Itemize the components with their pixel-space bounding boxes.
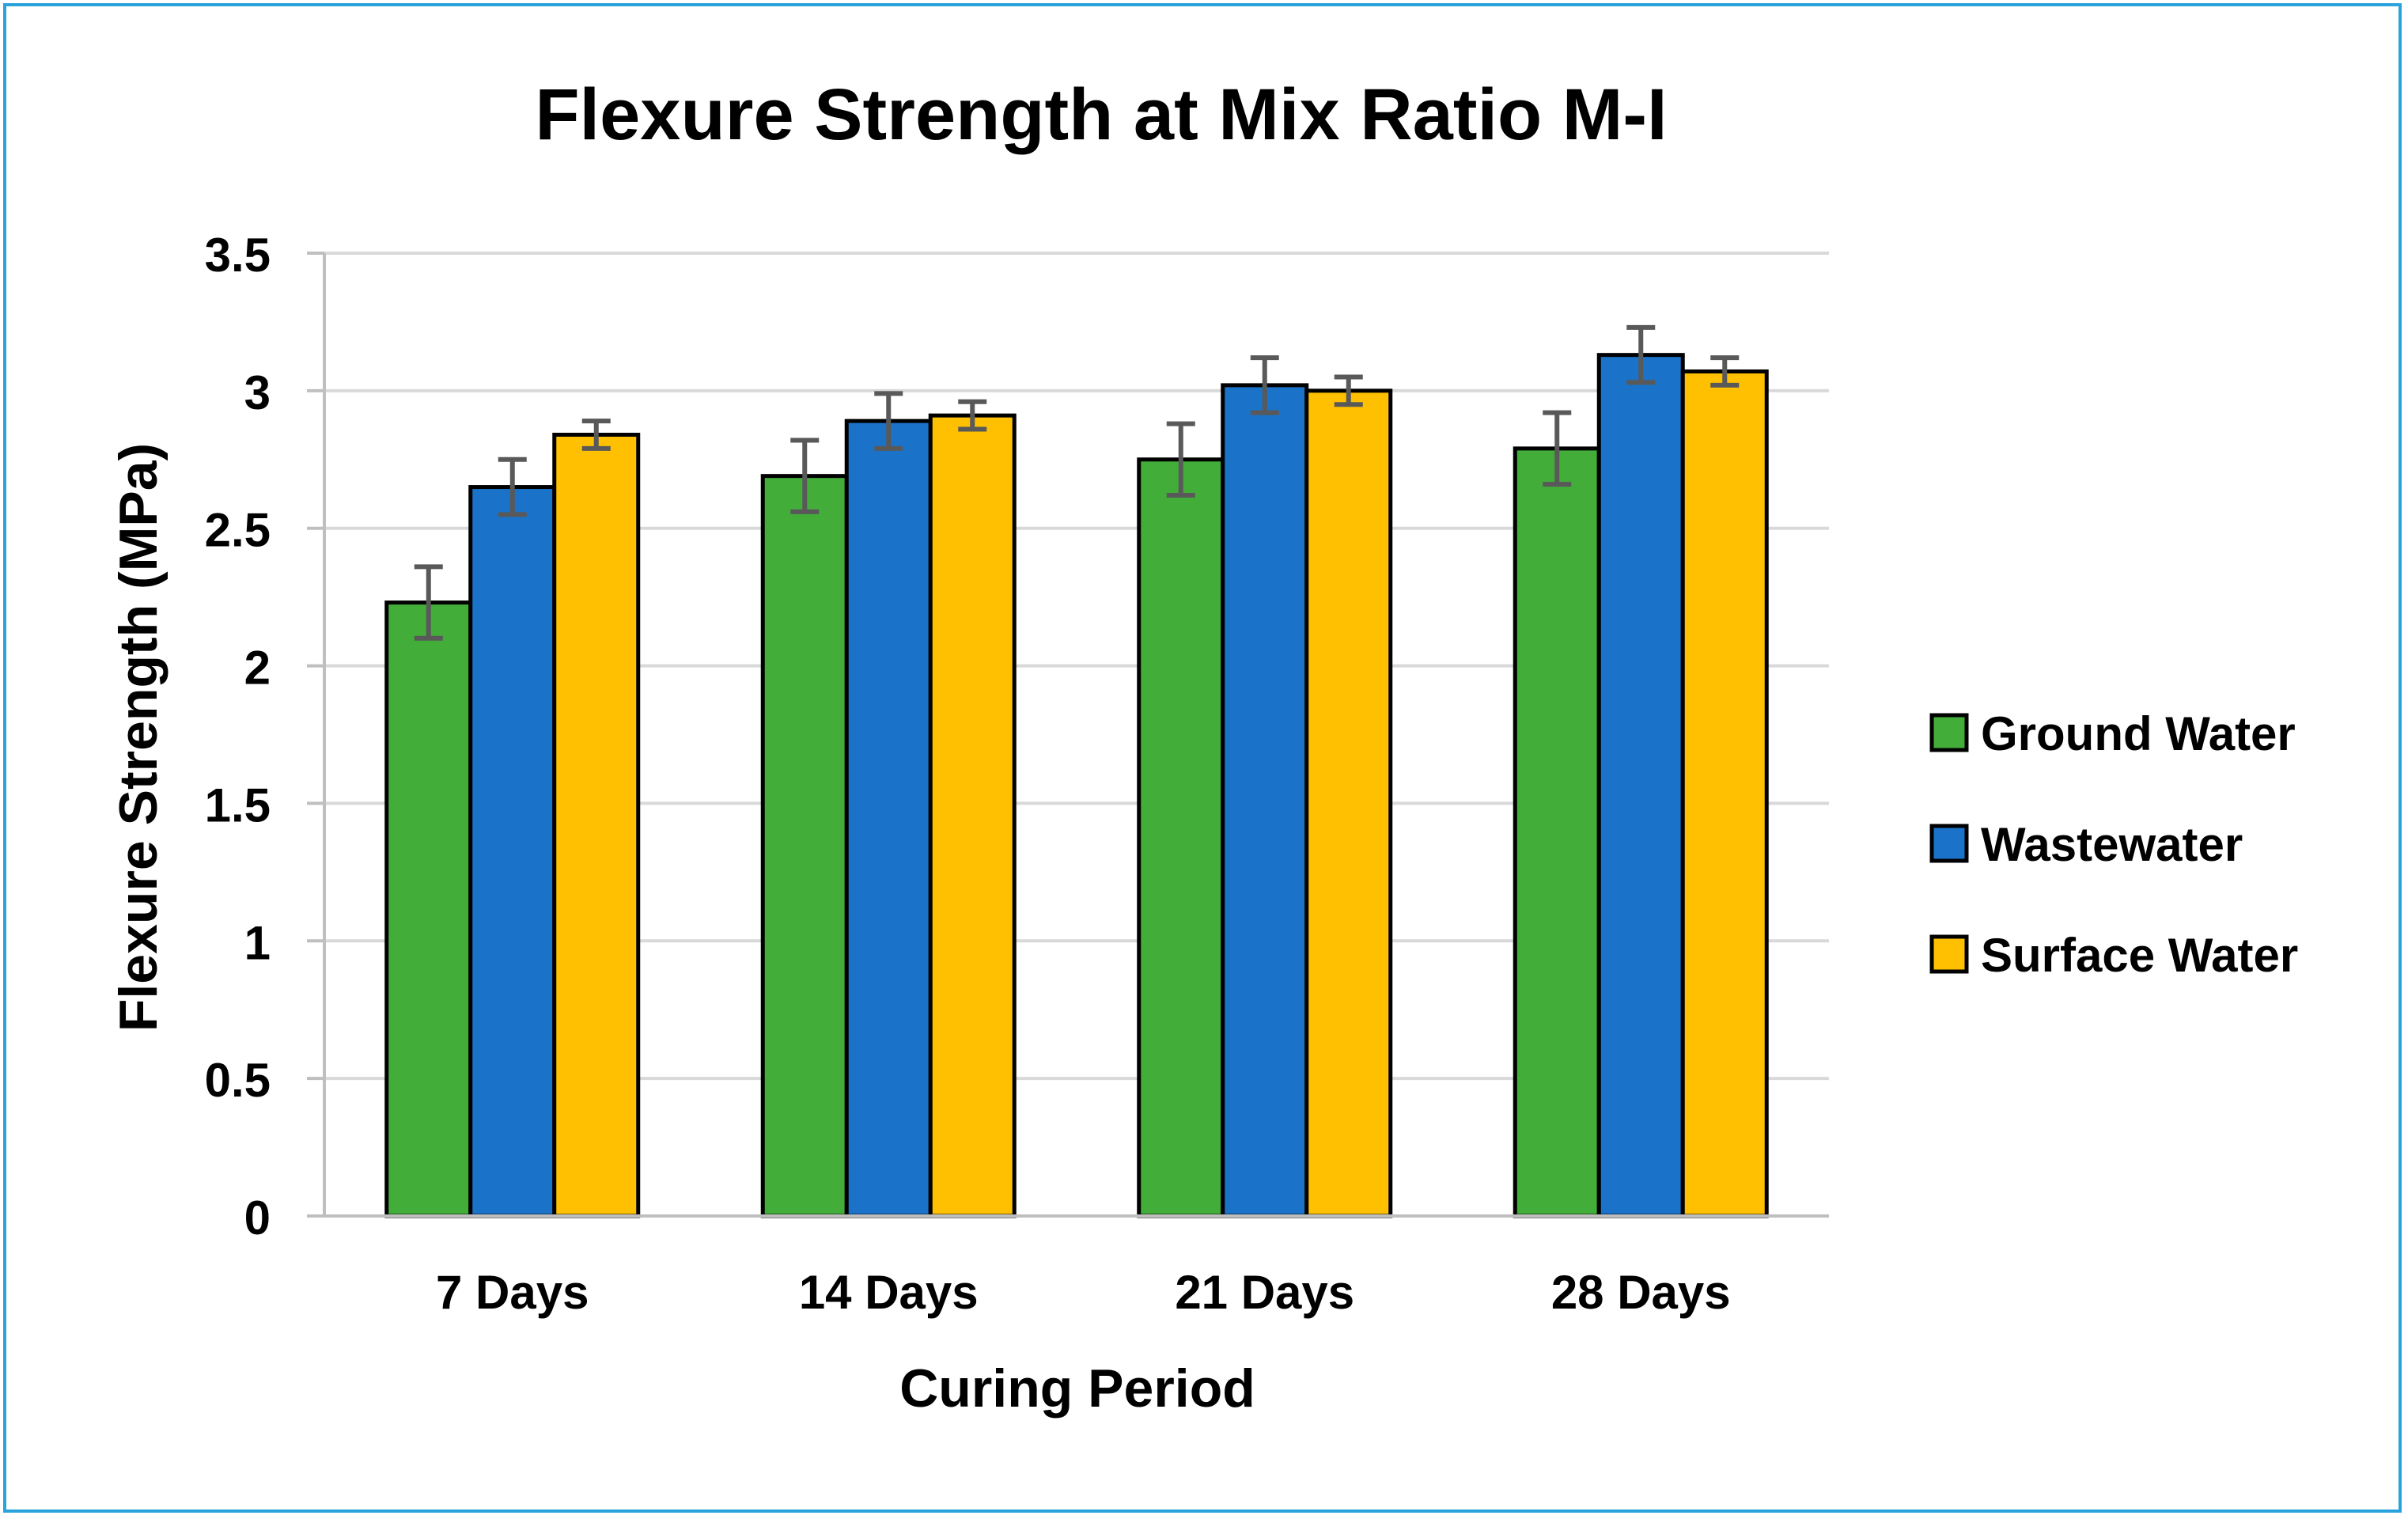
y-tick-label: 3.5 bbox=[205, 229, 271, 282]
y-axis-ticks: 0 0.5 1 1.5 2 2.5 3 3.5 bbox=[205, 229, 324, 1244]
legend-label-wastewater: Wastewater bbox=[1981, 818, 2243, 871]
bar-ground-water bbox=[384, 600, 473, 1218]
y-tick-label: 3 bbox=[244, 366, 271, 419]
bar-surface-water bbox=[1304, 388, 1393, 1218]
bar-wastewater bbox=[468, 485, 557, 1218]
bar-wastewater bbox=[844, 419, 933, 1218]
x-tick-label: 28 Days bbox=[1551, 1266, 1731, 1319]
bars bbox=[384, 353, 1769, 1218]
bar-wastewater bbox=[1221, 383, 1309, 1218]
x-axis-ticks: 7 Days 14 Days 21 Days 28 Days bbox=[436, 1266, 1731, 1319]
bar-ground-water bbox=[1513, 446, 1601, 1218]
x-axis-label: Curing Period bbox=[899, 1358, 1255, 1419]
y-tick-label: 2 bbox=[244, 642, 271, 695]
y-tick-label: 1.5 bbox=[205, 778, 271, 831]
axes bbox=[307, 253, 1829, 1218]
bar-surface-water bbox=[552, 432, 641, 1218]
error-bars bbox=[414, 324, 1740, 641]
x-tick-label: 21 Days bbox=[1175, 1266, 1354, 1319]
bar-ground-water bbox=[1137, 457, 1225, 1218]
y-tick-label: 0.5 bbox=[205, 1054, 271, 1107]
bar-wastewater bbox=[1596, 353, 1685, 1218]
legend-swatch-ground-water bbox=[1929, 713, 1969, 752]
bar-surface-water bbox=[928, 413, 1017, 1218]
legend-swatch-surface-water bbox=[1929, 934, 1969, 974]
y-tick-label: 0 bbox=[244, 1191, 271, 1244]
legend: Ground Water Wastewater Surface Water bbox=[1929, 707, 2298, 982]
bar-ground-water bbox=[760, 474, 849, 1218]
x-tick-label: 14 Days bbox=[799, 1266, 979, 1319]
y-tick-label: 1 bbox=[244, 916, 271, 969]
y-tick-label: 2.5 bbox=[205, 504, 271, 557]
legend-label-ground-water: Ground Water bbox=[1981, 707, 2296, 760]
x-tick-label: 7 Days bbox=[436, 1266, 589, 1319]
bar-surface-water bbox=[1680, 369, 1769, 1218]
chart-title: Flexure Strength at Mix Ratio M-I bbox=[535, 74, 1667, 155]
legend-label-surface-water: Surface Water bbox=[1981, 929, 2298, 982]
legend-swatch-wastewater bbox=[1929, 824, 1969, 863]
y-axis-label: Flexure Strength (MPa) bbox=[108, 443, 168, 1032]
